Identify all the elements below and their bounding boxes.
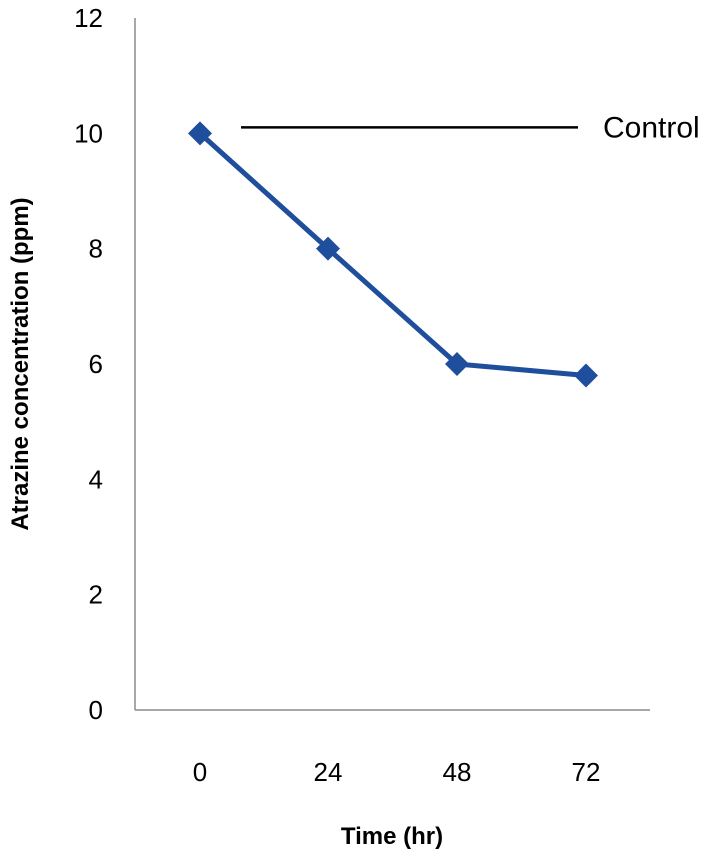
data-point-marker bbox=[445, 352, 469, 376]
y-tick-label: 2 bbox=[89, 580, 103, 610]
data-point-marker bbox=[316, 236, 340, 261]
y-tick-label: 6 bbox=[89, 349, 103, 379]
y-tick-label: 8 bbox=[89, 234, 103, 264]
annotations: Control bbox=[241, 111, 700, 144]
data-point-marker bbox=[574, 363, 598, 388]
control-label: Control bbox=[603, 111, 700, 144]
x-tick-label: 48 bbox=[443, 757, 472, 787]
x-axis-ticks: 0 24 48 72 bbox=[193, 757, 601, 787]
y-tick-label: 4 bbox=[89, 464, 103, 494]
y-axis-title: Atrazine concentration (ppm) bbox=[7, 197, 34, 530]
y-axis-ticks: 0 2 4 6 8 10 12 bbox=[74, 3, 103, 725]
y-tick-label: 0 bbox=[89, 695, 103, 725]
series-group bbox=[188, 121, 598, 388]
x-tick-label: 24 bbox=[314, 757, 343, 787]
y-tick-label: 10 bbox=[74, 118, 103, 148]
series-line bbox=[198, 131, 587, 379]
x-tick-label: 72 bbox=[572, 757, 601, 787]
data-point-marker bbox=[188, 121, 212, 146]
x-tick-label: 0 bbox=[193, 757, 207, 787]
y-tick-label: 12 bbox=[74, 3, 103, 33]
x-axis-title: Time (hr) bbox=[341, 823, 443, 850]
